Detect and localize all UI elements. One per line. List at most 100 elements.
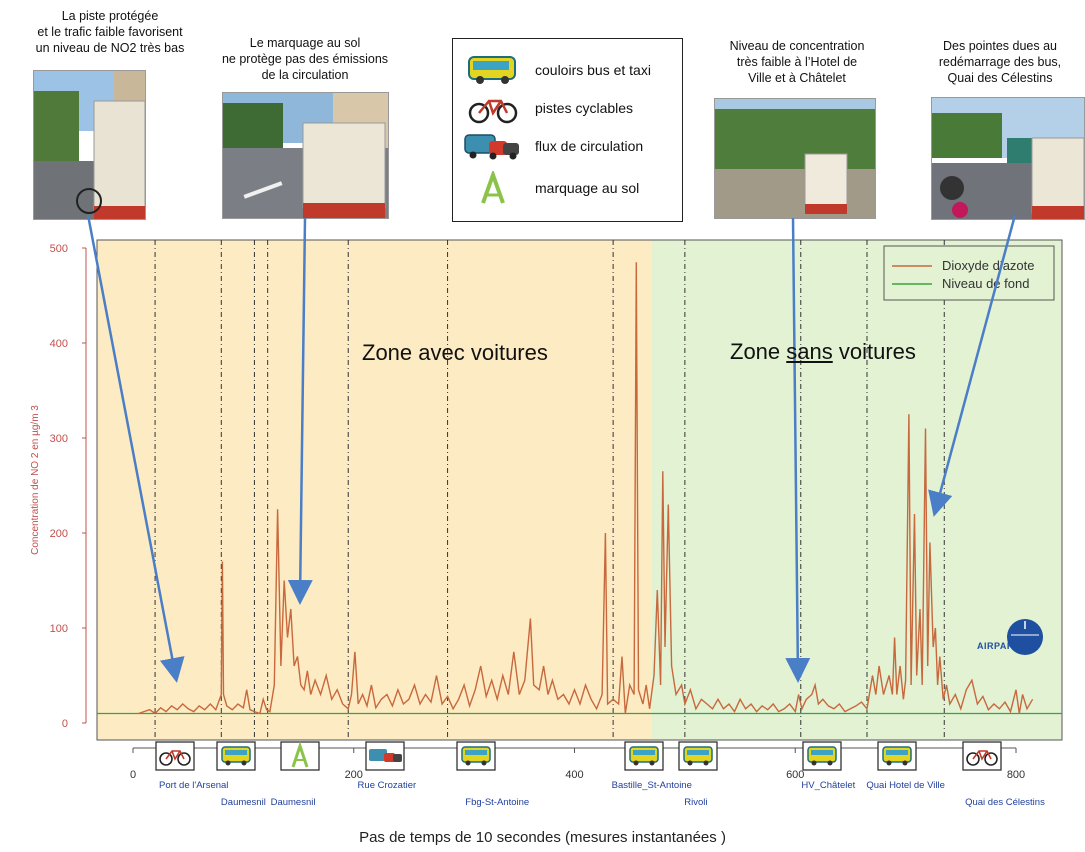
legend-label-no2: Dioxyde d’azote (942, 258, 1035, 273)
photo-protected-lane-scene (34, 71, 145, 219)
annotation-2: Le marquage au sol ne protège pas des ém… (221, 36, 389, 82)
bus-wheel (703, 760, 709, 766)
photo-protected-lane (33, 70, 146, 220)
y-tick-label: 0 (62, 718, 68, 730)
bus-wheel (902, 760, 908, 766)
bicycle-icon (155, 741, 195, 771)
y-tick-label: 500 (50, 243, 68, 255)
bus-icon (216, 741, 256, 771)
bike-wheel (159, 752, 173, 766)
zone-label-cars: Zone avec voitures (362, 340, 548, 365)
place-label: Daumesnil (271, 797, 316, 808)
traffic-icon (463, 129, 523, 163)
bus-icon (624, 741, 664, 771)
legend-row-bus: couloirs bus et taxi (463, 53, 651, 87)
y-tick-label: 100 (50, 623, 68, 635)
annotation-3: Niveau de concentration très faible à l’… (729, 39, 865, 85)
no2-series-line (138, 262, 1034, 715)
bus-wheel (225, 760, 231, 766)
bus-window (687, 750, 709, 755)
icon-legend: couloirs bus et taxi pistes cyclables fl… (452, 38, 683, 222)
legend-row-road-marking: marquage au sol (463, 171, 639, 205)
airparif-logo: AIRPARIF (975, 617, 1045, 657)
place-label: Daumesnil (221, 797, 266, 808)
bus-icon (678, 741, 718, 771)
bus-wheel (633, 760, 639, 766)
bike-frame (972, 750, 992, 761)
bicycle-icon (962, 741, 1002, 771)
zone-nocars-area (651, 240, 1062, 740)
photo-quai-celestins (931, 97, 1085, 220)
bus-icon (802, 741, 842, 771)
place-label: Bastille_St-Antoine (612, 780, 692, 791)
bus-wheel (827, 760, 833, 766)
bus-icon (456, 741, 496, 771)
airparif-emblem-icon (1007, 619, 1043, 655)
photo-quai-celestins-scene (932, 98, 1084, 219)
y-tick-label: 400 (50, 338, 68, 350)
zone-label-nocars: Zone sans voitures (730, 339, 916, 364)
place-label: HV_Châtelet (801, 780, 855, 791)
legend-label-background: Niveau de fond (942, 276, 1029, 291)
photo-road-marking-scene (223, 93, 388, 218)
bike-wheel (966, 752, 980, 766)
bike-frame (165, 750, 185, 761)
series-legend-box (883, 245, 1055, 301)
bus-window (225, 750, 247, 755)
callout-arrow (785, 217, 811, 683)
x-tick-label: 200 (345, 769, 363, 781)
legend-row-bicycle: pistes cyclables (463, 91, 633, 125)
road-marking-icon (280, 741, 320, 771)
car-body (369, 749, 387, 761)
bus-wheel (481, 760, 487, 766)
bus-wheel (241, 760, 247, 766)
x-tick-label: 800 (1007, 769, 1025, 781)
callout-arrow (287, 217, 313, 605)
callout-arrow (86, 214, 185, 683)
bike-wheel (177, 752, 191, 766)
x-axis-title: Pas de temps de 10 secondes (mesures ins… (359, 829, 726, 846)
photo-hotel-de-ville (714, 98, 876, 219)
callout-arrow (928, 214, 1017, 517)
traffic-icon (365, 741, 405, 771)
bus-icon (877, 741, 917, 771)
photo-road-marking (222, 92, 389, 219)
plot-frame (96, 239, 1063, 741)
zone-cars-area (97, 240, 652, 740)
car-body (393, 754, 402, 762)
bus-wheel (649, 760, 655, 766)
place-label: Fbg-St-Antoine (465, 797, 529, 808)
place-label: Port de l'Arsenal (159, 780, 228, 791)
bus-wheel (687, 760, 693, 766)
place-label: Rivoli (684, 797, 707, 808)
legend-row-traffic: flux de circulation (463, 129, 643, 163)
bus-window (811, 750, 833, 755)
bus-wheel (465, 760, 471, 766)
bus-wheel (811, 760, 817, 766)
place-label: Quai Hotel de Ville (866, 780, 945, 791)
annotation-4: Des pointes dues au redémarrage des bus,… (938, 39, 1062, 85)
road-marking-icon (463, 171, 523, 205)
bus-window (465, 750, 487, 755)
bicycle-icon (463, 91, 523, 125)
bus-window (633, 750, 655, 755)
annotation-1: La piste protégée et le trafic faible fa… (35, 9, 185, 55)
bus-icon (463, 53, 523, 87)
place-label: Rue Crozatier (358, 780, 417, 791)
car-body (384, 753, 395, 762)
x-tick-label: 400 (565, 769, 583, 781)
route-icon-frame (962, 741, 1002, 771)
marking-stroke (291, 741, 309, 768)
y-tick-label: 300 (50, 433, 68, 445)
x-tick-label: 0 (130, 769, 136, 781)
y-tick-label: 200 (50, 528, 68, 540)
bus-wheel (886, 760, 892, 766)
bus-window (886, 750, 908, 755)
x-tick-label: 600 (786, 769, 804, 781)
y-axis-title: Concentration de NO 2 en µg/m 3 (30, 405, 41, 555)
route-icon-frame (155, 741, 195, 771)
photo-hotel-de-ville-scene (715, 99, 875, 218)
place-label: Quai des Célestins (965, 797, 1045, 808)
bike-wheel (984, 752, 998, 766)
